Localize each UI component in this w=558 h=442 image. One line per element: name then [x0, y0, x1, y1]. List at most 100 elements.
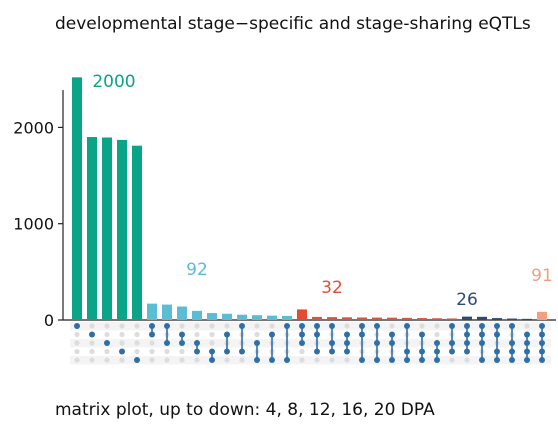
- matrix-row-stripe: [70, 322, 551, 331]
- matrix-dot: [194, 348, 200, 355]
- matrix-dot: [479, 331, 485, 338]
- matrix-dot: [284, 323, 290, 329]
- matrix-dot: [359, 357, 365, 363]
- matrix-empty-dot: [89, 357, 95, 363]
- bar: [162, 304, 172, 320]
- matrix-empty-dot: [89, 323, 95, 329]
- bar: [537, 311, 547, 320]
- matrix-empty-dot: [194, 331, 200, 338]
- matrix-dot: [179, 331, 185, 338]
- intersection-matrix: [70, 322, 551, 365]
- bar: [102, 137, 112, 320]
- matrix-dot: [524, 348, 530, 355]
- matrix-empty-dot: [74, 340, 80, 346]
- matrix-empty-dot: [329, 357, 335, 363]
- matrix-empty-dot: [254, 323, 260, 329]
- matrix-dot: [194, 340, 200, 346]
- matrix-empty-dot: [134, 340, 140, 346]
- matrix-empty-dot: [119, 331, 125, 338]
- matrix-empty-dot: [134, 331, 140, 338]
- matrix-dot: [449, 340, 455, 346]
- matrix-dot: [119, 348, 125, 355]
- matrix-dot: [329, 323, 335, 329]
- matrix-dot: [179, 340, 185, 346]
- matrix-empty-dot: [224, 357, 230, 363]
- matrix-dot: [164, 340, 170, 346]
- matrix-dot: [494, 357, 500, 363]
- matrix-empty-dot: [149, 340, 155, 346]
- matrix-empty-dot: [89, 348, 95, 355]
- matrix-empty-dot: [524, 323, 530, 329]
- bar: [87, 137, 97, 320]
- matrix-empty-dot: [239, 357, 245, 363]
- matrix-empty-dot: [299, 357, 305, 363]
- matrix-dot: [284, 357, 290, 363]
- bar: [192, 310, 202, 320]
- bar: [72, 77, 82, 320]
- matrix-dot: [509, 348, 515, 355]
- matrix-dot: [539, 348, 545, 355]
- matrix-dot: [539, 323, 545, 329]
- matrix-empty-dot: [74, 348, 80, 355]
- matrix-dot: [89, 331, 95, 338]
- matrix-footnote: matrix plot, up to down: 4, 8, 12, 16, 2…: [55, 400, 435, 420]
- bar: [267, 315, 277, 320]
- matrix-dot: [359, 323, 365, 329]
- matrix-empty-dot: [149, 348, 155, 355]
- matrix-dot: [149, 323, 155, 329]
- matrix-empty-dot: [209, 323, 215, 329]
- matrix-empty-dot: [104, 348, 110, 355]
- bar: [312, 316, 322, 320]
- matrix-empty-dot: [269, 323, 275, 329]
- matrix-empty-dot: [194, 323, 200, 329]
- matrix-dot: [344, 340, 350, 346]
- matrix-dot: [494, 323, 500, 329]
- matrix-dot: [239, 348, 245, 355]
- bar: [282, 315, 292, 320]
- matrix-empty-dot: [209, 331, 215, 338]
- bar: [417, 318, 427, 320]
- bar: [327, 317, 337, 320]
- matrix-dot: [509, 323, 515, 329]
- matrix-dot: [104, 340, 110, 346]
- matrix-empty-dot: [74, 331, 80, 338]
- matrix-empty-dot: [389, 323, 395, 329]
- matrix-dot: [494, 348, 500, 355]
- matrix-empty-dot: [104, 357, 110, 363]
- matrix-dot: [299, 331, 305, 338]
- bar: [522, 318, 532, 320]
- matrix-dot: [419, 348, 425, 355]
- matrix-dot: [374, 340, 380, 346]
- matrix-dot: [419, 331, 425, 338]
- matrix-dot: [539, 340, 545, 346]
- matrix-dot: [479, 340, 485, 346]
- matrix-dot: [314, 348, 320, 355]
- bar: [372, 317, 382, 320]
- matrix-dot: [389, 357, 395, 363]
- matrix-dot: [254, 357, 260, 363]
- matrix-dot: [449, 348, 455, 355]
- y-tick-label: 1000: [13, 215, 54, 234]
- bar: [252, 315, 262, 320]
- matrix-dot: [389, 340, 395, 346]
- matrix-dot: [539, 331, 545, 338]
- matrix-dot: [74, 323, 80, 329]
- matrix-dot: [149, 331, 155, 338]
- matrix-dot: [464, 340, 470, 346]
- matrix-dot: [389, 331, 395, 338]
- matrix-empty-dot: [194, 357, 200, 363]
- bar: [117, 139, 127, 320]
- chart-title: developmental stage−specific and stage-s…: [55, 14, 531, 34]
- group-label: 91: [531, 266, 553, 286]
- group-label: 2000: [92, 72, 135, 92]
- matrix-dot: [434, 357, 440, 363]
- matrix-dot: [404, 323, 410, 329]
- matrix-dot: [344, 348, 350, 355]
- matrix-empty-dot: [149, 357, 155, 363]
- matrix-dot: [254, 340, 260, 346]
- matrix-dot: [524, 331, 530, 338]
- matrix-empty-dot: [209, 340, 215, 346]
- matrix-empty-dot: [299, 348, 305, 355]
- bar: [177, 306, 187, 320]
